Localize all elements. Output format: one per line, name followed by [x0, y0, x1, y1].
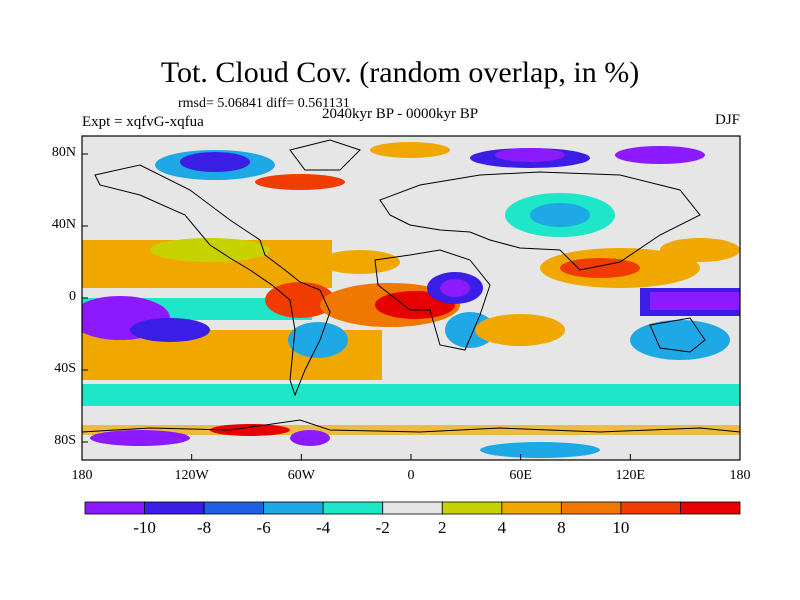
colorbar-swatch — [382, 501, 443, 515]
anomaly-region — [265, 282, 335, 318]
colorbar-swatch — [680, 501, 741, 515]
season-label: DJF — [714, 112, 740, 128]
lat-tick-label: 80S — [54, 433, 76, 448]
anomaly-region — [290, 430, 330, 446]
lon-tick-label: 180 — [71, 468, 93, 483]
lat-tick-label: 80N — [51, 145, 76, 160]
anomaly-region — [480, 442, 600, 458]
experiment-label: Expt = xqfvG-xqfua — [82, 114, 204, 130]
anomaly-region — [530, 203, 590, 227]
lon-tick-label: 120W — [174, 468, 209, 483]
anomaly-region — [150, 238, 270, 262]
anomaly-region — [630, 320, 730, 360]
period-label: 2040kyr BP - 0000kyr BP — [322, 106, 479, 122]
lon-tick-label: 120E — [615, 468, 646, 483]
lat-tick-label: 40S — [54, 361, 76, 376]
anomaly-region — [440, 279, 470, 297]
anomaly-region — [210, 424, 290, 436]
lon-tick-label: 60W — [287, 468, 315, 483]
anomaly-region — [288, 322, 348, 358]
colorbar — [84, 501, 741, 515]
colorbar-swatch — [501, 501, 562, 515]
anomaly-region — [475, 314, 565, 346]
colorbar-swatch — [322, 501, 384, 515]
cloud-anomaly-field — [82, 136, 740, 460]
colorbar-swatch — [441, 501, 503, 515]
plot-title: Tot. Cloud Cov. (random overlap, in %) — [160, 56, 640, 89]
lon-tick-label: 0 — [407, 468, 415, 483]
colorbar-label: -4 — [316, 518, 331, 537]
anomaly-region — [370, 142, 450, 158]
anomaly-region — [445, 312, 495, 348]
lon-tick-label: 180 — [729, 468, 751, 483]
colorbar-swatch — [144, 501, 205, 515]
colorbar-swatch — [620, 501, 681, 515]
anomaly-region — [82, 384, 740, 406]
colorbar-label: 4 — [497, 518, 507, 537]
colorbar-label: -8 — [196, 518, 212, 537]
lon-tick-label: 60E — [509, 468, 532, 483]
colorbar-label: 2 — [438, 518, 447, 537]
colorbar-swatch — [263, 501, 324, 515]
colorbar-swatch — [84, 501, 145, 515]
anomaly-region — [615, 146, 705, 164]
anomaly-region — [180, 152, 250, 172]
lat-tick-label: 40N — [51, 217, 76, 232]
anomaly-region — [255, 174, 345, 190]
anomaly-region — [90, 430, 190, 446]
stats-text: rmsd= 5.06841 diff= 0.561131 — [178, 96, 350, 111]
anomaly-region — [82, 425, 740, 435]
colorbar-swatch — [203, 501, 265, 515]
colorbar-label: 10 — [612, 518, 630, 537]
anomaly-region — [495, 148, 565, 162]
lat-tick-label: 0 — [69, 289, 76, 304]
anomaly-region — [130, 318, 210, 342]
colorbar-label: -6 — [256, 518, 271, 537]
colorbar-label: -2 — [375, 518, 390, 537]
anomaly-region — [650, 292, 740, 310]
colorbar-label: -10 — [133, 518, 156, 537]
colorbar-swatch — [560, 501, 622, 515]
anomaly-region — [660, 238, 740, 262]
anomaly-region — [320, 250, 400, 274]
colorbar-label: 8 — [557, 518, 566, 537]
anomaly-region — [560, 258, 640, 278]
coastlines — [82, 139, 740, 433]
